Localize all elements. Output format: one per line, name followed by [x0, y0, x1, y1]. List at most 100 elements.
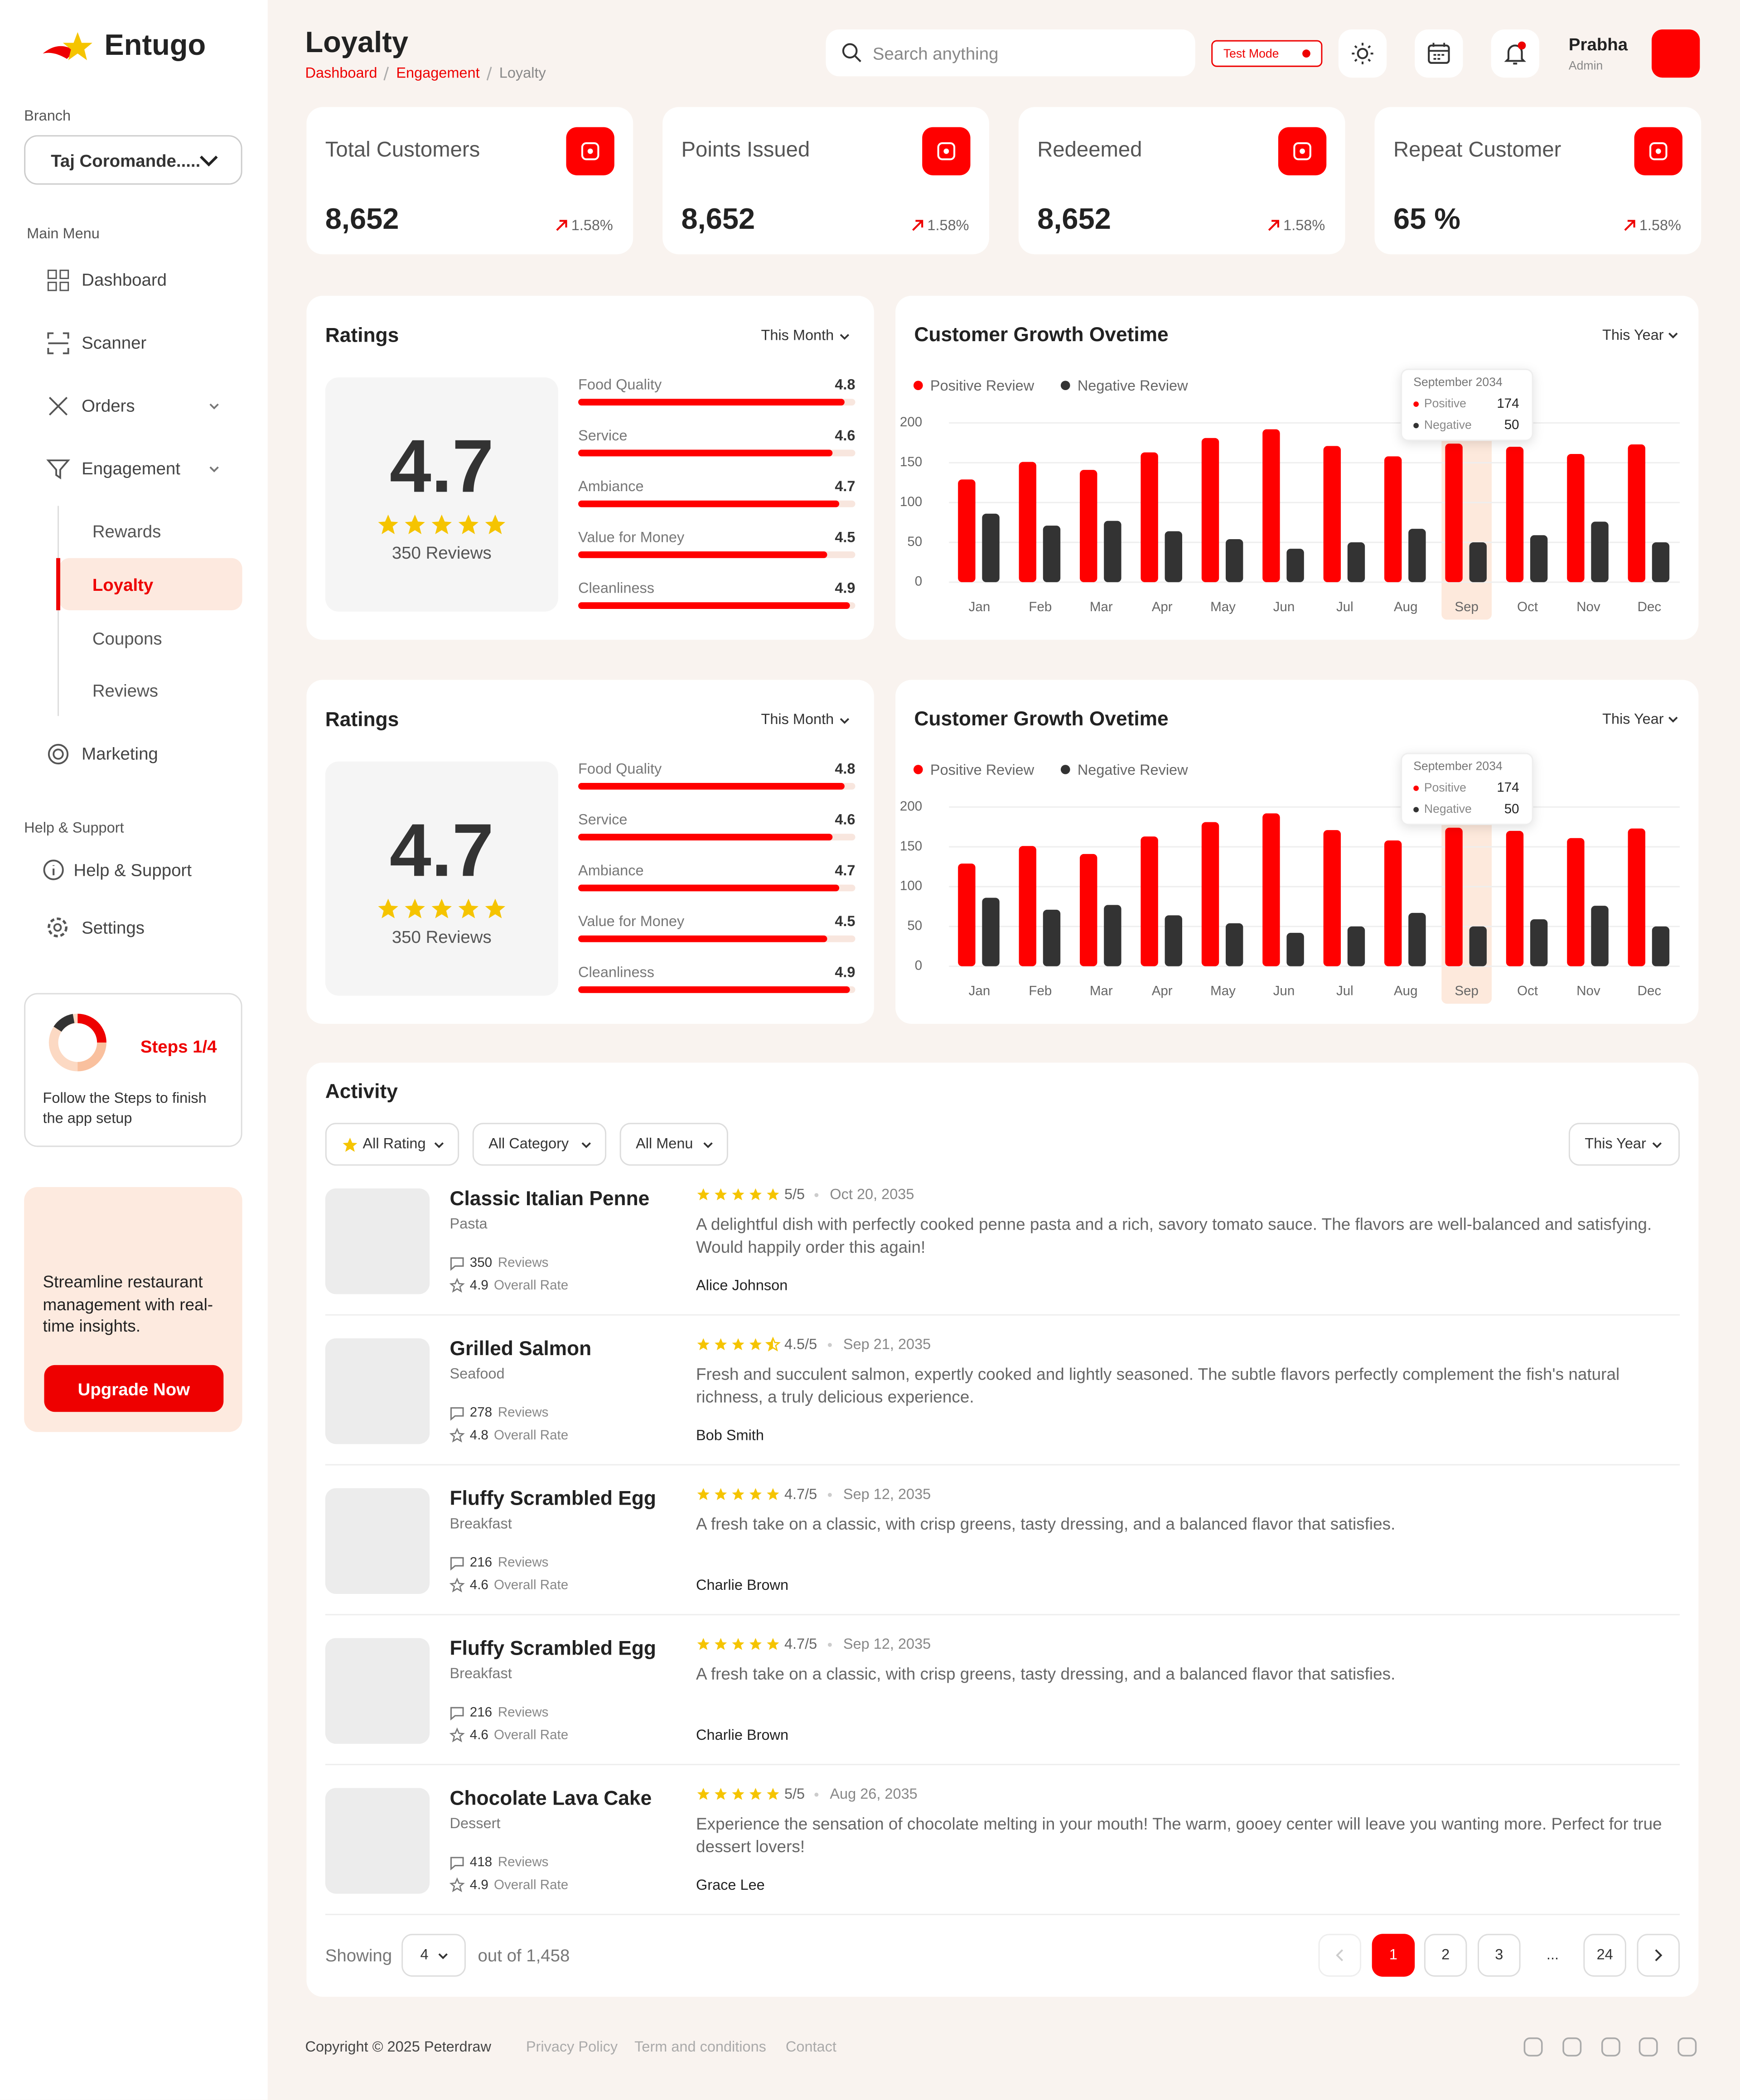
y-tick-label: 100 [900, 879, 922, 893]
separator-dot [814, 1792, 819, 1797]
chart-title: Customer Growth Ovetime [914, 323, 1168, 346]
filter-label[interactable]: All Rating [362, 1136, 426, 1153]
submenu-item[interactable]: Rewards [92, 521, 161, 541]
rate-icon [449, 1278, 465, 1293]
filter-label[interactable]: All Category [488, 1136, 569, 1153]
bar [1384, 456, 1402, 582]
copyright: Copyright © 2025 Peterdraw [305, 2039, 491, 2056]
breadcrumb-item[interactable]: Dashboard [305, 65, 377, 82]
x-tick-label: May [1210, 984, 1236, 999]
item-rate: 4.8 [469, 1429, 488, 1443]
header-button[interactable] [1415, 29, 1463, 78]
icon-part [556, 220, 567, 231]
chart-title: Customer Growth Ovetime [914, 708, 1168, 730]
icon-part [48, 743, 69, 765]
upgrade-button[interactable] [44, 1365, 224, 1412]
page-number[interactable]: 3 [1495, 1947, 1503, 1964]
page-next[interactable] [1637, 1934, 1680, 1977]
bar [1225, 539, 1243, 582]
rating-label: Ambiance [578, 479, 644, 495]
icon-part [449, 1877, 465, 1892]
header-icon [1504, 41, 1526, 65]
item-name: Fluffy Scrambled Egg [450, 1487, 656, 1511]
filter-select[interactable] [325, 1123, 459, 1166]
star [715, 1188, 727, 1201]
page-button[interactable] [1478, 1934, 1521, 1977]
page-prev[interactable] [1318, 1934, 1362, 1977]
bar [1567, 454, 1585, 582]
bar [1347, 542, 1365, 582]
menu-item[interactable]: Settings [82, 917, 145, 938]
search-box[interactable] [826, 29, 1195, 77]
x-tick-label: Dec [1638, 599, 1662, 614]
menu-item[interactable]: Scanner [82, 333, 147, 353]
menu-item[interactable]: Orders [82, 395, 135, 416]
search-icon [842, 43, 861, 63]
menu-item[interactable]: Help & Support [73, 859, 192, 880]
test-dot [1302, 49, 1310, 58]
bar [1652, 926, 1670, 966]
per-page-select[interactable] [401, 1934, 466, 1977]
y-tick-label: 0 [915, 574, 922, 589]
icon-part [449, 1428, 465, 1443]
y-tick-label: 200 [900, 799, 922, 814]
icon-part [767, 1638, 779, 1650]
menu-item[interactable]: Dashboard [82, 270, 167, 290]
icon-part [1677, 2037, 1697, 2057]
submenu-item[interactable]: Reviews [92, 681, 158, 701]
bar [1408, 529, 1426, 582]
icon-part [749, 1338, 762, 1350]
period-select[interactable]: This Month [761, 712, 834, 728]
page-number[interactable]: 2 [1441, 1947, 1450, 1964]
item-name: Chocolate Lava Cake [450, 1787, 652, 1810]
filter-label[interactable]: This Year [1585, 1136, 1646, 1153]
avatar[interactable] [1652, 29, 1700, 78]
submenu-item[interactable]: Coupons [92, 628, 162, 649]
header-button[interactable] [1491, 29, 1539, 78]
star [431, 898, 452, 918]
icon-part [1624, 220, 1635, 231]
search-placeholder[interactable]: Search anything [872, 43, 999, 64]
item-reviews-label: Reviews [498, 1555, 549, 1571]
filter-select[interactable] [1568, 1123, 1680, 1166]
bar [1141, 452, 1158, 582]
icon-part [450, 1857, 464, 1871]
filter-select[interactable] [472, 1123, 607, 1166]
filter-select[interactable] [619, 1123, 728, 1166]
score-box [325, 377, 558, 612]
rating-label: Cleanliness [578, 965, 655, 981]
icon-part [449, 1577, 465, 1593]
chevron [438, 1953, 448, 1960]
item-reviews: 418 [469, 1855, 493, 1870]
page-button[interactable] [1372, 1934, 1415, 1977]
rating-value: 4.5 [835, 914, 856, 930]
page-button[interactable] [1583, 1934, 1626, 1977]
item-image [325, 1188, 430, 1294]
page-number[interactable]: 24 [1596, 1947, 1613, 1964]
icon-part [1562, 2037, 1582, 2057]
icon-part [912, 220, 923, 231]
footer-link[interactable]: Term and conditions [634, 2039, 766, 2056]
menu-item[interactable]: Engagement [82, 458, 180, 478]
star [405, 898, 425, 918]
submenu-item[interactable]: Loyalty [92, 574, 154, 595]
page-button[interactable] [1424, 1934, 1467, 1977]
item-text: A delightful dish with perfectly cooked … [696, 1215, 1652, 1256]
chevron [209, 403, 219, 410]
breadcrumb-item[interactable]: Engagement [396, 65, 480, 82]
menu-item[interactable]: Marketing [82, 743, 158, 764]
branch-select[interactable] [24, 135, 242, 185]
period-select[interactable]: This Month [761, 328, 834, 344]
bar [1506, 830, 1524, 966]
bar [1591, 906, 1609, 966]
item-reviews: 350 [469, 1256, 493, 1271]
upgrade-label[interactable]: Upgrade Now [77, 1379, 190, 1400]
header-button[interactable] [1338, 29, 1387, 78]
help-label: Help & Support [24, 820, 124, 837]
filter-label[interactable]: All Menu [636, 1136, 693, 1153]
icon-part [431, 514, 452, 534]
icon-part [449, 1278, 465, 1293]
footer-link[interactable]: Privacy Policy [526, 2039, 618, 2056]
footer-link[interactable]: Contact [785, 2039, 836, 2056]
page-number[interactable]: 1 [1389, 1947, 1397, 1964]
